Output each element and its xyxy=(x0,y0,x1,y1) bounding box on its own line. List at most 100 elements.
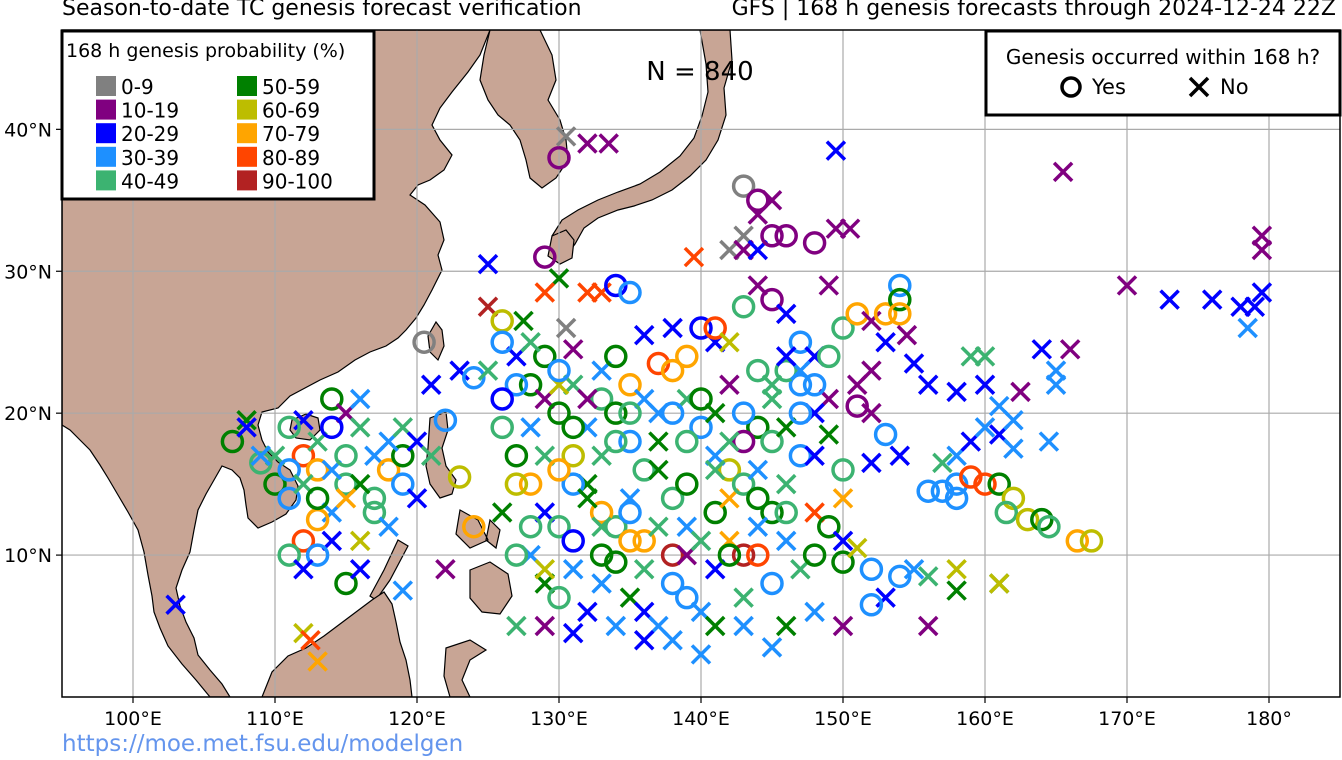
genesis-no-point xyxy=(747,459,769,481)
genesis-no-point xyxy=(378,516,399,537)
genesis-legend-box xyxy=(984,29,1342,117)
genesis-yes-point xyxy=(391,472,415,496)
genesis-no-point xyxy=(293,559,314,580)
genesis-yes-point xyxy=(831,316,855,340)
genesis-no-point xyxy=(825,140,847,161)
genesis-yes-point xyxy=(412,330,436,354)
genesis-no-point xyxy=(506,615,527,637)
genesis-yes-point xyxy=(746,486,770,511)
legend-bin-label: 30-39 xyxy=(121,146,179,170)
genesis-no-point xyxy=(1237,317,1258,339)
legend-swatch xyxy=(96,146,116,167)
genesis-yes-point xyxy=(305,458,330,482)
genesis-yes-point xyxy=(746,415,770,440)
lon-tick-label: 130°E xyxy=(530,708,588,730)
genesis-no-point xyxy=(1251,282,1273,303)
genesis-yes-point xyxy=(944,486,969,511)
genesis-yes-point xyxy=(561,443,585,468)
genesis-yes-point xyxy=(1065,529,1090,553)
genesis-no-point xyxy=(513,310,534,332)
genesis-yes-point xyxy=(831,458,855,482)
genesis-no-point xyxy=(804,445,825,466)
genesis-yes-point xyxy=(760,429,784,454)
lat-tick-label: 20°N xyxy=(4,403,52,425)
genesis-yes-point xyxy=(305,486,330,511)
legend-swatch xyxy=(96,99,116,120)
lon-tick-label: 150°E xyxy=(814,708,872,730)
genesis-no-point xyxy=(633,629,655,651)
genesis-yes-point xyxy=(547,401,571,425)
genesis-no-point xyxy=(818,424,840,445)
genesis-yes-point xyxy=(376,458,401,482)
genesis-yes-point xyxy=(817,344,841,369)
lon-tick-label: 180° xyxy=(1246,708,1292,730)
genesis-yes-point xyxy=(746,188,770,213)
genesis-no-marker xyxy=(1188,76,1210,98)
probability-legend: 168 h genesis probability (%) 0-910-1920… xyxy=(60,29,376,201)
genesis-no-point xyxy=(832,530,854,552)
genesis-no-point xyxy=(633,324,655,346)
genesis-yes-point xyxy=(220,429,245,454)
genesis-yes-point xyxy=(618,529,642,553)
genesis-no-point xyxy=(946,559,967,580)
genesis-no-point xyxy=(818,275,840,296)
genesis-no-point xyxy=(477,360,499,381)
genesis-no-point xyxy=(704,459,726,481)
genesis-no-point xyxy=(349,530,371,552)
legend-bin-label: 20-29 xyxy=(121,122,179,146)
land-korea xyxy=(479,30,569,189)
genesis-yes-point xyxy=(504,373,529,397)
legend-swatch xyxy=(237,99,257,120)
source-link[interactable]: https://moe.met.fsu.edu/modelgen xyxy=(62,731,464,757)
genesis-no-point xyxy=(1116,275,1138,296)
genesis-no-point xyxy=(633,559,655,580)
genesis-yes-point xyxy=(547,145,571,170)
genesis-no-point xyxy=(349,388,371,410)
genesis-no-point xyxy=(775,473,797,495)
genesis-no-point xyxy=(846,374,868,396)
legend-bin-label: 10-19 xyxy=(121,99,179,123)
genesis-yes-point xyxy=(604,273,628,298)
genesis-no-point xyxy=(562,622,584,644)
genesis-yes-point xyxy=(291,443,316,468)
genesis-no-point xyxy=(562,559,584,580)
map-subtitle: GFS | 168 h genesis forecasts through 20… xyxy=(731,0,1336,21)
genesis-no-point xyxy=(648,516,669,537)
genesis-yes-point xyxy=(504,543,529,567)
genesis-yes-point xyxy=(660,358,685,383)
genesis-yes-point xyxy=(802,231,827,255)
genesis-no-point xyxy=(832,615,854,637)
genesis-yes-point xyxy=(462,514,486,539)
lon-tick-label: 110°E xyxy=(246,708,304,730)
genesis-no-point xyxy=(704,615,726,637)
map-title: Season-to-date TC genesis forecast verif… xyxy=(62,0,582,21)
genesis-no-point xyxy=(648,459,669,481)
genesis-yes-point xyxy=(660,486,685,511)
genesis-no-point xyxy=(889,445,911,466)
genesis-yes-point xyxy=(533,245,557,269)
genesis-no-point xyxy=(420,374,442,396)
genesis-no-point xyxy=(577,388,598,410)
genesis-yes-point xyxy=(731,294,756,319)
genesis-no-point xyxy=(648,402,669,424)
genesis-yes-point xyxy=(277,486,301,511)
genesis-yes-point xyxy=(362,486,387,511)
genesis-no-point xyxy=(307,651,328,672)
genesis-no-point xyxy=(960,346,982,367)
genesis-no-point xyxy=(520,417,541,438)
legend-bin-label: 70-79 xyxy=(262,122,320,146)
genesis-yes-point xyxy=(1001,486,1026,511)
genesis-yes-point xyxy=(504,472,529,496)
genesis-no-point xyxy=(165,594,186,615)
genesis-yes-point xyxy=(490,330,514,354)
genesis-yes-point xyxy=(845,394,869,418)
genesis-no-point xyxy=(719,374,740,396)
genesis-yes-label: Yes xyxy=(1091,75,1126,99)
genesis-yes-point xyxy=(916,479,940,503)
genesis-no-point xyxy=(932,452,953,474)
genesis-yes-point xyxy=(788,401,813,425)
genesis-yes-point xyxy=(518,514,543,539)
genesis-yes-point xyxy=(561,472,585,496)
genesis-no-point xyxy=(1059,339,1081,360)
